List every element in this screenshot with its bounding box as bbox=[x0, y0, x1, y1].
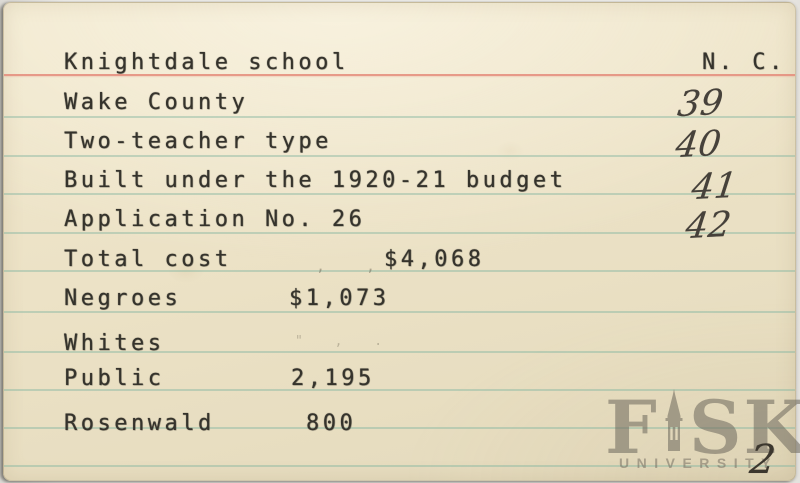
watermark-subtitle: UNIVERSITY bbox=[619, 455, 779, 471]
margin-note: 42 bbox=[683, 204, 734, 248]
school-name: Knightdale school bbox=[64, 50, 349, 75]
ruled-line bbox=[4, 193, 795, 195]
ruled-line bbox=[4, 232, 795, 234]
margin-note: 39 bbox=[675, 82, 726, 126]
cost-label: Whites bbox=[64, 331, 165, 356]
cost-amount: 800 bbox=[306, 411, 357, 436]
watermark-letter: K bbox=[743, 385, 800, 471]
watermark-letter: S bbox=[688, 385, 744, 471]
jubilee-hall-tower-icon bbox=[665, 389, 683, 451]
cost-amount: $1,073 bbox=[289, 286, 390, 311]
ink-smudge: , , bbox=[316, 257, 392, 275]
fisk-watermark: F SK bbox=[605, 389, 800, 465]
index-card: F SK UNIVERSITY Knightdale school N. C. W… bbox=[3, 2, 800, 483]
cost-label: Rosenwald bbox=[64, 411, 215, 436]
state-label: N. C. bbox=[702, 50, 786, 75]
cost-label: Negroes bbox=[64, 286, 182, 311]
cost-label: Total cost bbox=[64, 247, 232, 272]
cost-label: Public bbox=[64, 366, 165, 391]
cost-amount: $4,068 bbox=[384, 247, 485, 272]
watermark-letter: F bbox=[605, 385, 659, 471]
margin-note: 41 bbox=[689, 165, 740, 209]
ink-smudge: " , . bbox=[295, 334, 395, 349]
cost-amount: 2,195 bbox=[291, 366, 375, 391]
margin-note: 40 bbox=[673, 123, 724, 167]
detail-line: Wake County bbox=[64, 90, 249, 115]
detail-line: Two-teacher type bbox=[64, 129, 332, 154]
ruled-line bbox=[4, 311, 795, 313]
page-number: 2 bbox=[747, 437, 778, 483]
detail-line: Built under the 1920-21 budget bbox=[64, 168, 567, 193]
detail-line: Application No. 26 bbox=[64, 207, 366, 232]
